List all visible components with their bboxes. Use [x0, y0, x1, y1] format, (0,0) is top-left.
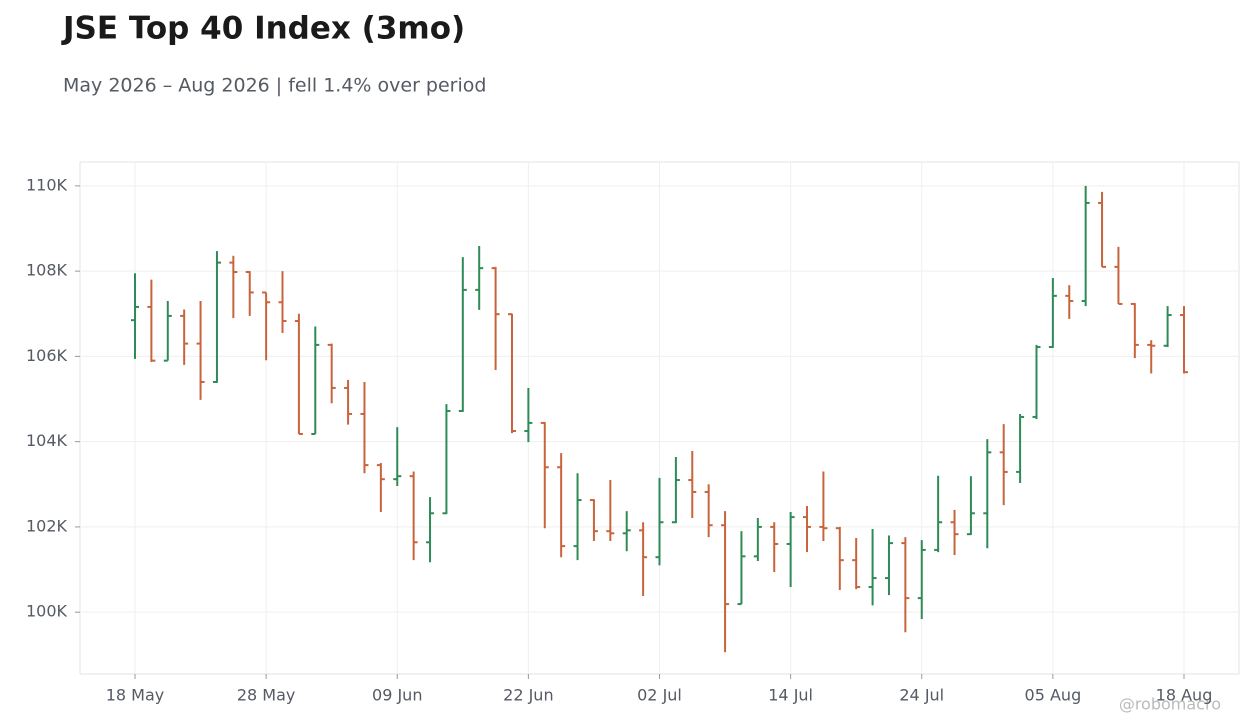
y-tick-label: 102K: [26, 516, 68, 535]
x-tick-label: 18 May: [106, 686, 165, 705]
y-tick-label: 108K: [26, 261, 68, 280]
x-tick-label: 02 Jul: [637, 686, 682, 705]
x-tick-label: 28 May: [237, 686, 296, 705]
chart-title: JSE Top 40 Index (3mo): [61, 11, 465, 47]
y-tick-label: 110K: [26, 175, 68, 194]
x-tick-label: 14 Jul: [768, 686, 813, 705]
chart-subtitle: May 2026 – Aug 2026 | fell 1.4% over per…: [63, 75, 486, 97]
x-tick-label: 09 Jun: [372, 686, 422, 705]
y-tick-label: 106K: [26, 346, 68, 365]
x-tick-label: 05 Aug: [1025, 686, 1082, 705]
x-tick-label: 18 Aug: [1156, 686, 1213, 705]
x-tick-label: 22 Jun: [503, 686, 553, 705]
watermark: @robomacro: [1119, 695, 1221, 714]
x-tick-label: 24 Jul: [899, 686, 944, 705]
y-tick-label: 104K: [26, 431, 68, 450]
y-tick-label: 100K: [26, 602, 68, 621]
